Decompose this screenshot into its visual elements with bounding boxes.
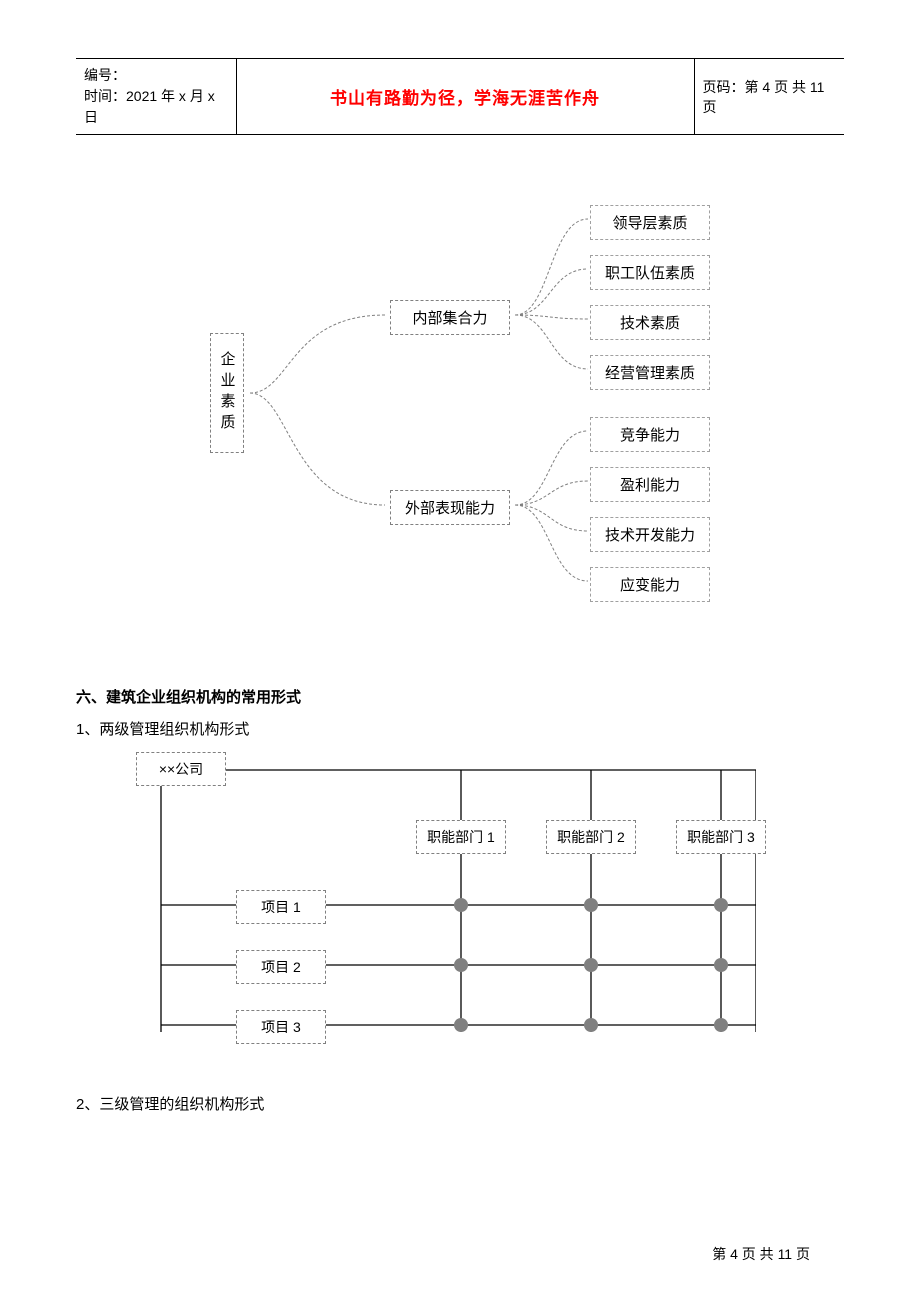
tree-leaf-top-0: 领导层素质 <box>590 205 710 240</box>
page-container: 编号： 时间：2021 年 x 月 x 日 书山有路勤为径，学海无涯苦作舟 页码… <box>0 0 920 1302</box>
header-motto: 书山有路勤为径，学海无涯苦作舟 <box>236 59 694 135</box>
section-title: 六、建筑企业组织机构的常用形式 <box>76 685 844 711</box>
tree-mid-0: 内部集合力 <box>390 300 510 335</box>
org-chart: ××公司 职能部门 1 职能部门 2 职能部门 3 项目 1 项目 2 项目 3 <box>136 752 756 1032</box>
org-proj-0: 项目 1 <box>236 890 326 924</box>
tree-diagram: 企业素质 内部集合力 外部表现能力 领导层素质 职工队伍素质 技术素质 经营管理… <box>190 205 730 605</box>
tree-leaf-bot-0: 竞争能力 <box>590 417 710 452</box>
tree-leaf-top-3: 经营管理素质 <box>590 355 710 390</box>
section-sub-2: 2、三级管理的组织机构形式 <box>76 1092 844 1118</box>
tree-leaf-bot-1: 盈利能力 <box>590 467 710 502</box>
section-6: 六、建筑企业组织机构的常用形式 1、两级管理组织机构形式 <box>76 685 844 1118</box>
org-company: ××公司 <box>136 752 226 786</box>
tree-root-label: 企业素质 <box>217 351 238 435</box>
header-table: 编号： 时间：2021 年 x 月 x 日 书山有路勤为径，学海无涯苦作舟 页码… <box>76 58 844 135</box>
tree-mid-1: 外部表现能力 <box>390 490 510 525</box>
org-dept-1: 职能部门 2 <box>546 820 636 854</box>
org-proj-1: 项目 2 <box>236 950 326 984</box>
page-footer: 第 4 页 共 11 页 <box>712 1244 810 1264</box>
tree-leaf-bot-2: 技术开发能力 <box>590 517 710 552</box>
section-sub-1: 1、两级管理组织机构形式 <box>76 717 844 743</box>
header-page-label: 页码：第 4 页 共 11 页 <box>694 59 844 135</box>
docno-label: 编号： <box>84 65 228 86</box>
date-label: 时间：2021 年 x 月 x 日 <box>84 86 228 128</box>
tree-leaf-top-1: 职工队伍素质 <box>590 255 710 290</box>
org-dept-2: 职能部门 3 <box>676 820 766 854</box>
tree-root: 企业素质 <box>210 333 244 453</box>
org-svg <box>136 752 756 1032</box>
tree-leaf-bot-3: 应变能力 <box>590 567 710 602</box>
org-dept-0: 职能部门 1 <box>416 820 506 854</box>
tree-leaf-top-2: 技术素质 <box>590 305 710 340</box>
header-left-cell: 编号： 时间：2021 年 x 月 x 日 <box>76 59 236 135</box>
org-proj-2: 项目 3 <box>236 1010 326 1044</box>
